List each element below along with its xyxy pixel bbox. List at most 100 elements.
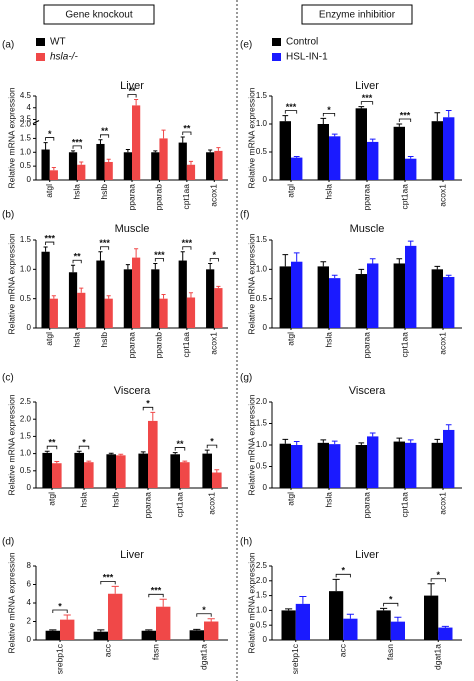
panel-label: (g)	[240, 373, 252, 384]
error-bar	[70, 264, 76, 273]
error-bar	[282, 115, 289, 122]
error-bar	[434, 438, 441, 443]
x-tick-label: atgl	[44, 184, 54, 198]
error-bar	[180, 136, 185, 143]
error-bar	[108, 452, 114, 455]
error-bar	[125, 264, 130, 270]
significance-label: *	[58, 601, 62, 611]
y-tick-label: 2.0	[20, 414, 32, 423]
bar	[108, 593, 123, 640]
error-bar	[43, 142, 48, 150]
bar	[156, 606, 171, 640]
error-bar	[49, 629, 57, 631]
x-tick-label: acox1	[437, 332, 447, 355]
x-tick-label: srebp1c	[290, 643, 300, 674]
x-tick-label: atgl	[44, 332, 54, 346]
header-box	[43, 4, 155, 25]
error-bar	[445, 110, 452, 118]
bar	[42, 452, 52, 488]
error-bar	[111, 585, 119, 594]
y-tick-label: 1.0	[256, 264, 268, 273]
panel-label: (d)	[2, 537, 14, 548]
bar	[376, 610, 391, 640]
significance-label: ***	[151, 586, 162, 596]
error-bar	[369, 138, 376, 142]
bar	[405, 442, 417, 488]
error-bar	[369, 432, 376, 437]
y-tick-label: 3.5	[20, 115, 32, 124]
error-bar	[150, 411, 156, 421]
x-tick-label: hslb	[99, 184, 109, 200]
error-bar	[51, 295, 56, 299]
y-tick-label: 1.0	[256, 440, 268, 449]
error-bar	[118, 453, 124, 456]
bar	[77, 164, 86, 180]
significance-bracket	[398, 118, 412, 122]
x-tick-label: cpt1aa	[399, 492, 409, 518]
y-tick-label: 0	[27, 483, 32, 492]
significance-bracket	[45, 241, 55, 246]
bar	[424, 595, 439, 640]
significance-label: **	[101, 126, 109, 136]
x-tick-label: acox1	[209, 332, 219, 355]
significance-label: ***	[286, 102, 297, 112]
y-tick-label: 2	[27, 617, 32, 626]
chart-title: Muscle	[350, 223, 385, 235]
significance-bracket	[209, 258, 219, 262]
significance-label: **	[183, 123, 191, 133]
panel-label: (b)	[2, 210, 14, 221]
bar	[206, 152, 215, 180]
bar	[443, 117, 455, 180]
bar	[405, 245, 417, 328]
error-bar	[358, 442, 365, 445]
bar	[443, 429, 455, 488]
bar	[214, 150, 223, 180]
significance-bracket	[100, 134, 110, 138]
significance-bracket	[360, 101, 374, 105]
chart-title: Viscera	[349, 385, 386, 397]
significance-bracket	[142, 406, 154, 411]
error-bar	[394, 616, 402, 622]
x-tick-label: hsla	[71, 332, 81, 348]
significance-label: *	[146, 399, 150, 409]
error-bar	[207, 618, 215, 622]
bar	[189, 630, 204, 640]
error-bar	[153, 150, 158, 153]
significance-bracket	[335, 573, 351, 578]
y-tick-label: 1.5	[256, 419, 268, 428]
error-bar	[396, 258, 403, 264]
header: Gene knockout	[65, 10, 132, 21]
bar	[279, 266, 291, 328]
error-bar	[380, 607, 388, 611]
significance-bracket	[148, 593, 164, 598]
x-tick-label: hslb	[110, 492, 120, 508]
y-tick-label: 1.0	[20, 147, 32, 156]
y-tick-label: 0	[27, 323, 32, 332]
bar	[367, 141, 379, 180]
significance-bracket	[284, 110, 298, 114]
error-bar	[106, 158, 111, 162]
bar	[49, 298, 58, 328]
bar	[178, 260, 187, 328]
significance-label: ***	[400, 110, 411, 120]
significance-bracket	[46, 445, 58, 450]
error-bar	[153, 262, 158, 270]
error-bar	[299, 595, 307, 604]
x-tick-label: pparaa	[361, 492, 371, 519]
bar	[138, 453, 148, 488]
bar	[405, 158, 417, 180]
significance-bracket	[182, 246, 192, 250]
y-tick-label: 0	[263, 483, 268, 492]
bar	[329, 591, 344, 640]
legend-swatch	[272, 38, 281, 46]
y-tick-label: 1.5	[20, 432, 32, 441]
y-tick-label: 2.0	[256, 576, 268, 585]
error-bar	[434, 112, 441, 122]
error-bar	[86, 460, 92, 463]
panel-label: (h)	[240, 537, 252, 548]
header: Enzyme inhibitior	[319, 10, 396, 21]
legend-swatch	[272, 53, 281, 61]
y-tick-label: 1.0	[256, 606, 268, 615]
bar	[390, 621, 405, 640]
x-tick-label: cpt1aa	[181, 184, 191, 210]
